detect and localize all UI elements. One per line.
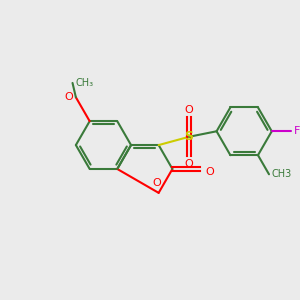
Text: F: F: [294, 126, 300, 136]
Text: O: O: [184, 159, 194, 169]
Text: O: O: [205, 167, 214, 177]
Text: S: S: [184, 130, 194, 143]
Text: O: O: [152, 178, 161, 188]
Text: CH3: CH3: [272, 169, 292, 179]
Text: O: O: [64, 92, 73, 102]
Text: O: O: [184, 104, 194, 115]
Text: CH₃: CH₃: [76, 78, 94, 88]
